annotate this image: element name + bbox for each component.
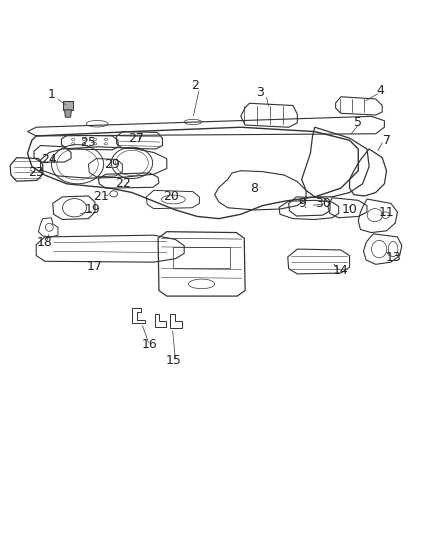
Text: 1: 1 [47,88,55,101]
Text: 4: 4 [376,84,384,96]
Text: 21: 21 [94,190,110,204]
Text: 17: 17 [87,260,103,273]
Text: 11: 11 [379,206,395,219]
Text: 7: 7 [382,134,391,147]
Text: 24: 24 [41,154,57,166]
Text: 30: 30 [315,197,332,210]
Polygon shape [64,110,71,117]
Text: 18: 18 [37,236,53,249]
Text: 27: 27 [128,132,144,144]
Text: 5: 5 [354,116,362,130]
Text: 25: 25 [81,136,96,149]
Text: 13: 13 [385,251,401,264]
Text: 9: 9 [298,197,306,210]
Text: 14: 14 [333,264,349,277]
Text: 10: 10 [342,204,357,216]
Text: 20: 20 [163,190,179,204]
Text: 29: 29 [105,158,120,171]
Text: 3: 3 [256,86,264,99]
Text: 19: 19 [85,204,101,216]
Text: 16: 16 [141,338,157,351]
Text: 15: 15 [166,353,181,367]
Text: 23: 23 [28,166,44,180]
Text: 2: 2 [191,79,199,92]
Text: 22: 22 [115,177,131,190]
Polygon shape [63,101,73,110]
Text: 8: 8 [250,182,258,195]
